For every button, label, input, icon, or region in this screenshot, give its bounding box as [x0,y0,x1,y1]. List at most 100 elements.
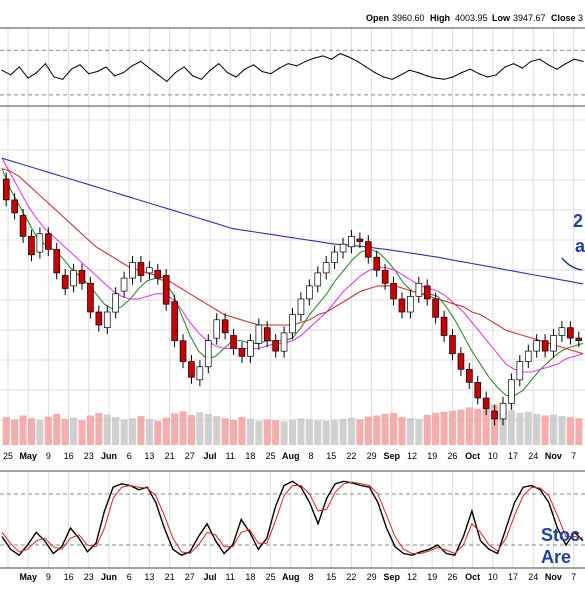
x-tick-label: Jun [101,451,117,461]
rsi-point [296,65,298,67]
ma-annotation-line1: 2 [573,211,583,231]
rsi-point [391,78,393,80]
stochastic-x-tick-label: 23 [84,572,94,582]
volume-bar [187,415,195,445]
stochastic-panel [0,480,585,557]
rsi-point [174,72,176,74]
candle-body [263,327,271,342]
x-tick-label: Oct [465,451,480,461]
candle-body [171,301,178,342]
rsi-point [209,69,211,71]
volume-bar [482,406,490,445]
volume-bar [524,411,532,445]
candle-body [356,238,364,242]
annotation-arrow [561,257,583,271]
volume-bar [550,414,558,445]
candle-body [272,340,279,352]
volume-bar [179,411,187,446]
volume-bar [499,407,507,445]
volume-bar [154,420,162,445]
rsi-point [157,74,159,76]
volume-bar [432,412,440,445]
volume-bar [246,418,254,446]
candle-body [508,379,515,404]
rsi-point [383,76,385,78]
volume-bar [356,419,364,445]
rsi-point [304,60,307,63]
rsi-point [192,75,194,77]
rsi-point [426,75,428,77]
volume-bar [516,412,524,445]
rsi-point [105,66,107,68]
ma-annotation-line2: a [575,236,585,256]
candle-body [440,316,448,336]
volume-bar [474,408,482,445]
rsi-point [374,72,376,74]
high-value: 4003.95 [455,13,488,23]
volume-panel [2,404,583,446]
volume-bar [558,416,566,445]
candle-body [196,366,204,381]
volume-bar [465,407,473,445]
stochastic-x-tick-label: 13 [144,572,154,582]
rsi-point [36,72,38,74]
x-tick-label: 7 [571,451,576,461]
volume-bar [255,420,263,445]
rsi-point [244,68,246,70]
stochastic-line-stoch_k [1,480,584,557]
stochastic-x-axis: May 9 16 23 Jun 6 13 21 27 Jul 11 18 25 Aug 8 15 22 29 Sep… [19,572,576,582]
candle-body [499,402,507,420]
volume-bar [196,412,204,445]
volume-bar [364,416,372,445]
volume-bar [145,418,153,446]
candle-body [575,337,583,342]
candle-body [188,361,195,378]
stochastic-x-tick-label: 24 [528,572,538,582]
volume-bar [457,409,465,445]
x-tick-label: 6 [127,451,132,461]
rsi-point [582,60,584,63]
rsi-point [70,68,72,70]
volume-bar [406,418,414,445]
volume-bar [204,413,212,445]
volume-bar [373,415,381,445]
rsi-line [1,53,584,83]
candle-body [120,277,128,292]
volume-bar [448,410,456,445]
low-label: Low [492,13,511,23]
candle-body [482,397,490,409]
stochastic-x-tick-label: 7 [571,572,576,582]
stochastic-x-tick-label: 17 [508,572,518,582]
rsi-point [339,53,341,55]
candle-body [289,314,296,334]
stochastic-x-tick-label: 26 [447,572,457,582]
candle-body [221,319,229,334]
rsi-point [356,60,359,63]
volume-bar [322,420,330,445]
rsi-point [278,67,281,69]
candle-body [415,282,423,297]
x-tick-label: 19 [427,451,437,461]
candle-body [28,236,35,256]
x-tick-label: 9 [46,451,51,461]
rsi-point [565,63,567,65]
volume-bar [289,419,297,445]
candle-body [280,332,288,352]
candle-body [255,324,263,344]
rsi-point [226,72,229,74]
rsi-point [573,58,575,60]
rsi-point [270,73,272,75]
stochastic-x-tick-label: 9 [46,572,51,582]
rsi-point [140,60,142,63]
rsi-point [478,73,480,75]
candle-body [322,262,330,274]
rsi-point [469,68,471,70]
stochastic-x-tick-label: 10 [488,572,498,582]
open-label: Open [366,13,389,23]
volume-bar [36,419,44,445]
volume-bar [44,416,52,445]
rsi-point [62,78,64,80]
volume-bar [440,411,448,445]
rsi-point [96,70,98,73]
